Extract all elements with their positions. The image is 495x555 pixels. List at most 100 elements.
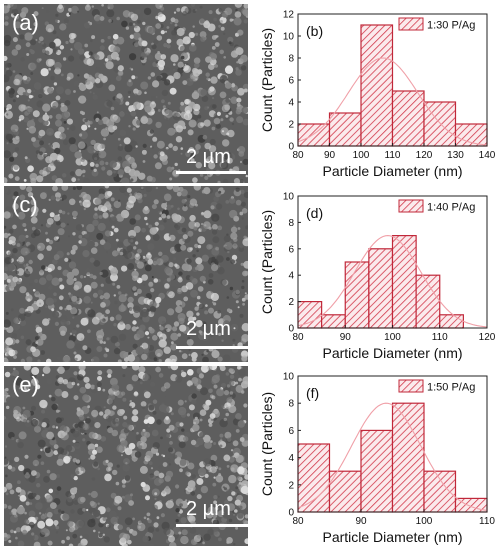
sem-grain: [82, 250, 90, 258]
sem-grain: [87, 125, 91, 128]
sem-grain: [182, 234, 188, 240]
sem-grain: [8, 539, 12, 543]
sem-grain: [13, 191, 19, 197]
sem-grain: [155, 349, 163, 357]
sem-grain: [53, 214, 61, 222]
sem-grain: [19, 319, 27, 327]
sem-grain: [10, 514, 18, 523]
sem-grain: [37, 439, 46, 448]
sem-grain: [77, 374, 84, 381]
sem-grain: [25, 525, 31, 531]
sem-grain: [10, 308, 14, 312]
sem-grain: [100, 39, 105, 43]
sem-grain: [210, 334, 213, 338]
sem-grain: [241, 297, 246, 302]
sem-grain: [212, 97, 215, 100]
sem-grain: [21, 7, 29, 15]
sem-grain: [27, 88, 32, 94]
sem-grain: [64, 88, 72, 95]
sem-grain: [69, 332, 73, 335]
sem-grain: [9, 156, 15, 162]
sem-grain: [151, 111, 154, 115]
sem-grain: [4, 55, 8, 61]
sem-grain: [70, 249, 76, 255]
sem-grain: [223, 235, 231, 243]
histogram-bar: [344, 261, 370, 329]
sem-grain: [18, 431, 27, 440]
sem-grain: [102, 212, 109, 219]
sem-grain: [26, 268, 29, 271]
sem-grain: [132, 409, 139, 416]
sem-grain: [11, 332, 18, 339]
sem-grain: [218, 473, 222, 477]
sem-grain: [174, 243, 183, 253]
sem-grain: [164, 486, 170, 492]
sem-grain: [244, 538, 248, 545]
sem-grain: [147, 425, 151, 428]
sem-grain: [62, 513, 70, 521]
sem-grain: [208, 145, 217, 153]
sem-grain: [181, 285, 189, 293]
sem-grain: [37, 359, 41, 362]
sem-grain: [117, 241, 124, 249]
sem-grain: [219, 91, 227, 99]
sem-image-e: (e) 2 µm: [4, 366, 248, 546]
sem-grain: [162, 454, 166, 458]
sem-grain: [22, 406, 26, 410]
sem-grain: [159, 151, 165, 157]
sem-grain: [59, 133, 67, 140]
fit-curve: [297, 57, 488, 146]
sem-grain: [147, 259, 153, 265]
sem-grain: [243, 19, 248, 24]
sem-grain: [208, 273, 214, 278]
sem-grain: [25, 421, 31, 428]
sem-grain: [136, 326, 139, 330]
sem-grain: [83, 57, 91, 65]
sem-grain: [4, 177, 8, 183]
sem-grain: [115, 423, 119, 426]
sem-grain: [112, 33, 119, 40]
sem-grain: [177, 333, 181, 337]
sem-grain: [200, 36, 206, 42]
sem-grain: [9, 459, 14, 464]
sem-grain: [224, 487, 227, 491]
sem-grain: [238, 377, 242, 382]
sem-grain: [195, 32, 199, 36]
sem-grain: [184, 400, 187, 403]
sem-grain: [120, 454, 123, 457]
sem-grain: [5, 311, 9, 315]
sem-grain: [12, 276, 19, 283]
sem-grain: [188, 119, 197, 128]
sem-grain: [41, 41, 44, 45]
sem-grain: [105, 517, 108, 520]
sem-grain: [95, 434, 102, 441]
sem-grain: [130, 13, 139, 21]
sem-grain: [233, 513, 235, 516]
sem-grain: [38, 293, 46, 301]
sem-grain: [63, 18, 69, 24]
sem-grain: [72, 244, 78, 251]
sem-grain: [161, 99, 165, 104]
sem-grain: [134, 268, 137, 271]
sem-grain: [213, 442, 217, 445]
sem-grain: [219, 366, 226, 372]
sem-grain: [19, 194, 26, 201]
sem-grain: [41, 409, 46, 414]
sem-grain: [219, 20, 223, 23]
sem-grain: [45, 518, 54, 527]
sem-grain: [226, 132, 230, 136]
sem-grain: [100, 269, 109, 278]
sem-grain: [59, 45, 65, 50]
sem-grain: [93, 461, 99, 467]
sem-grain: [92, 153, 100, 161]
sem-grain: [213, 196, 220, 202]
sem-grain: [93, 53, 98, 58]
sem-grain: [132, 517, 136, 521]
sem-grain: [105, 161, 109, 165]
sem-grain: [67, 520, 74, 528]
sem-grain: [141, 149, 147, 155]
sem-grain: [168, 291, 175, 299]
sem-grain: [242, 519, 248, 525]
sem-grain: [226, 157, 233, 164]
sem-grain: [241, 355, 248, 362]
